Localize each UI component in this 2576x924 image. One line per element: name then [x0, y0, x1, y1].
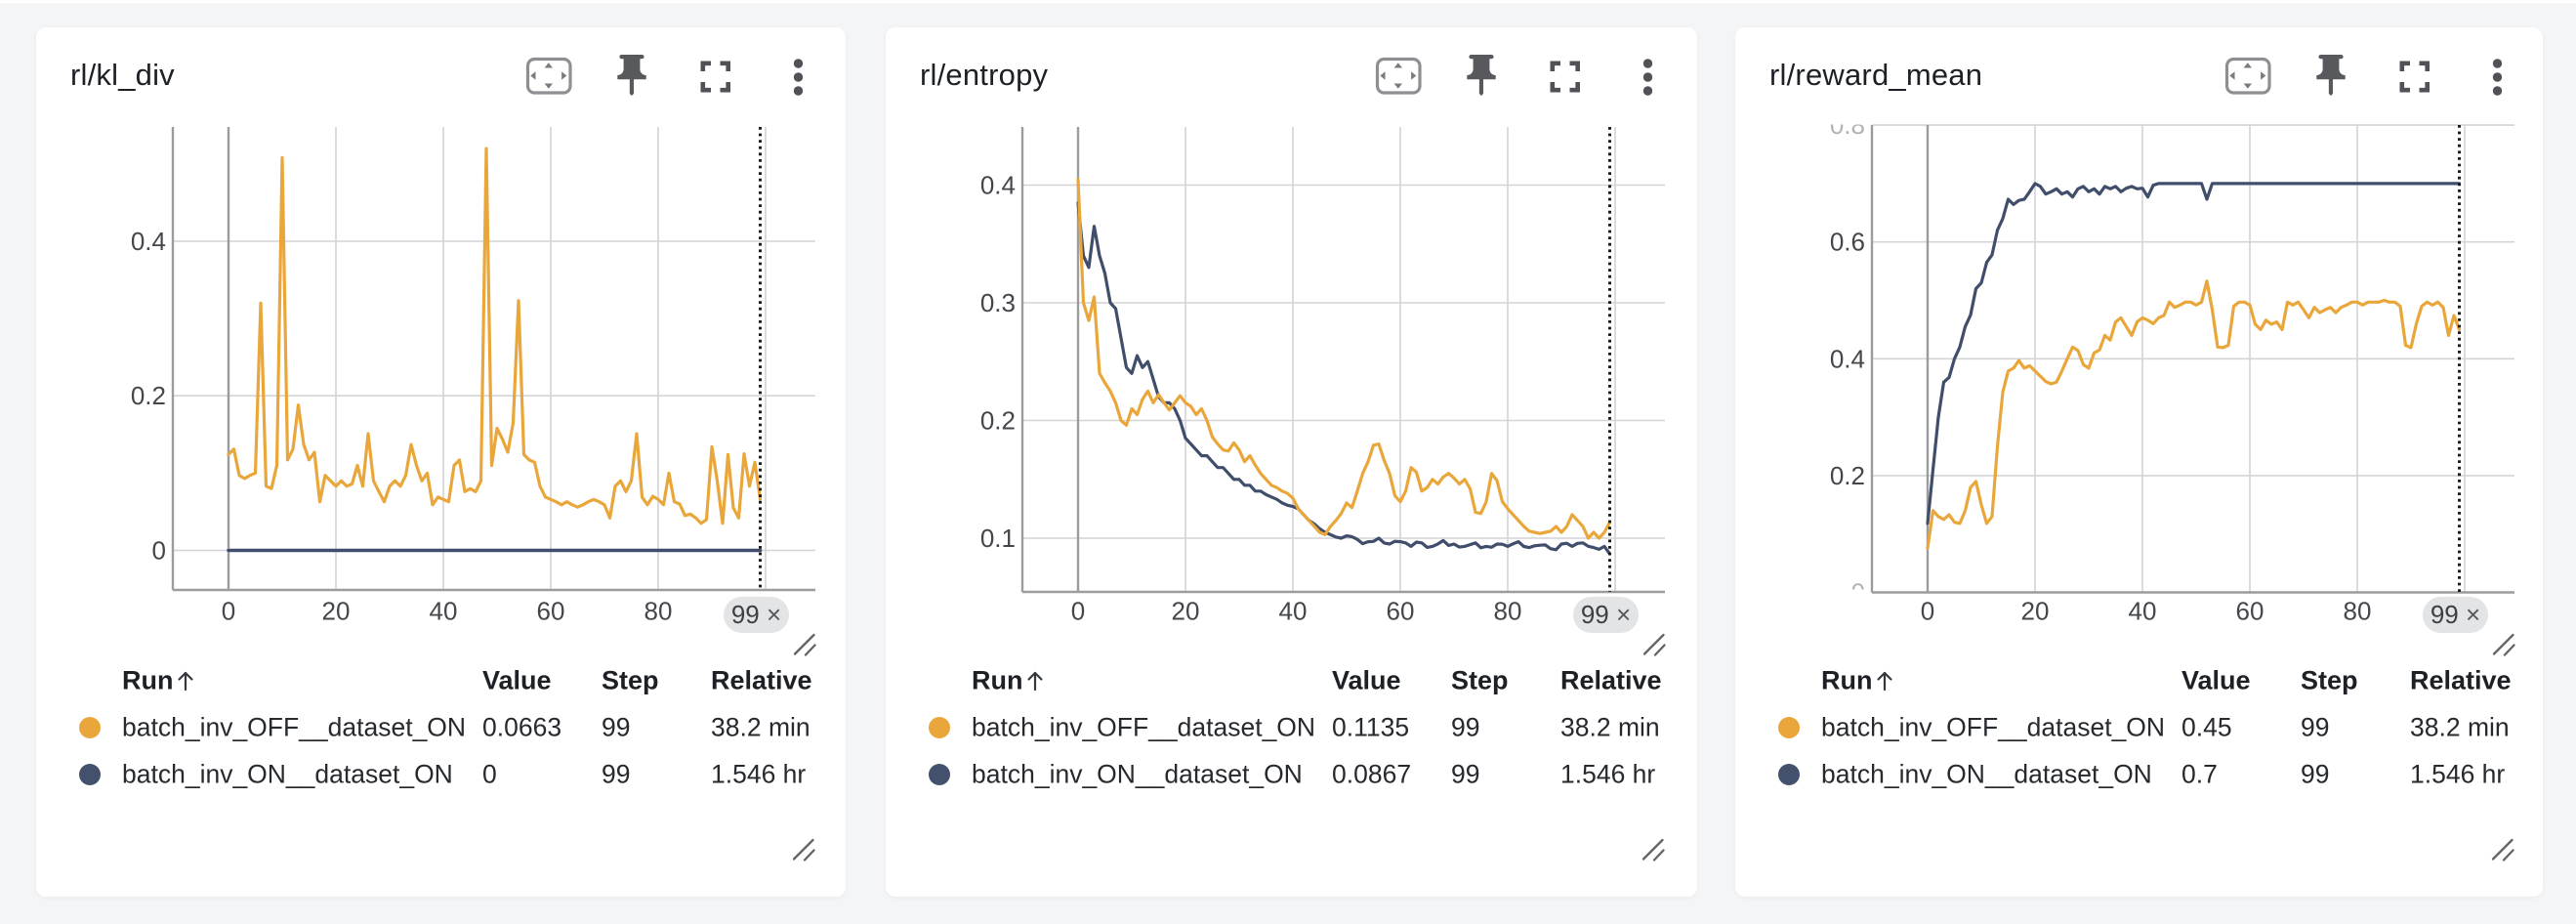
svg-text:60: 60 — [1387, 597, 1415, 626]
svg-text:0.2: 0.2 — [1830, 461, 1865, 490]
svg-text:0.4: 0.4 — [131, 227, 166, 256]
svg-text:40: 40 — [1279, 597, 1308, 626]
svg-text:0: 0 — [1921, 597, 1934, 626]
svg-text:0: 0 — [1851, 578, 1865, 608]
svg-text:40: 40 — [2129, 597, 2157, 626]
svg-text:0: 0 — [152, 536, 166, 566]
svg-text:20: 20 — [1172, 597, 1200, 626]
svg-text:80: 80 — [1494, 597, 1522, 626]
svg-text:80: 80 — [644, 597, 673, 626]
svg-text:60: 60 — [2236, 597, 2264, 626]
svg-text:0.2: 0.2 — [980, 406, 1016, 436]
svg-text:40: 40 — [430, 597, 458, 626]
svg-text:0: 0 — [1071, 597, 1085, 626]
svg-text:0.8: 0.8 — [1830, 110, 1865, 140]
svg-text:0.4: 0.4 — [980, 171, 1016, 200]
svg-text:80: 80 — [2344, 597, 2372, 626]
svg-text:20: 20 — [2021, 597, 2050, 626]
svg-text:0: 0 — [222, 597, 235, 626]
svg-text:0.1: 0.1 — [980, 524, 1016, 553]
svg-text:60: 60 — [537, 597, 565, 626]
svg-text:0.4: 0.4 — [1830, 344, 1865, 373]
svg-text:0.3: 0.3 — [980, 288, 1016, 317]
svg-text:0.6: 0.6 — [1830, 228, 1865, 257]
svg-text:20: 20 — [322, 597, 351, 626]
svg-text:0.2: 0.2 — [131, 381, 166, 410]
